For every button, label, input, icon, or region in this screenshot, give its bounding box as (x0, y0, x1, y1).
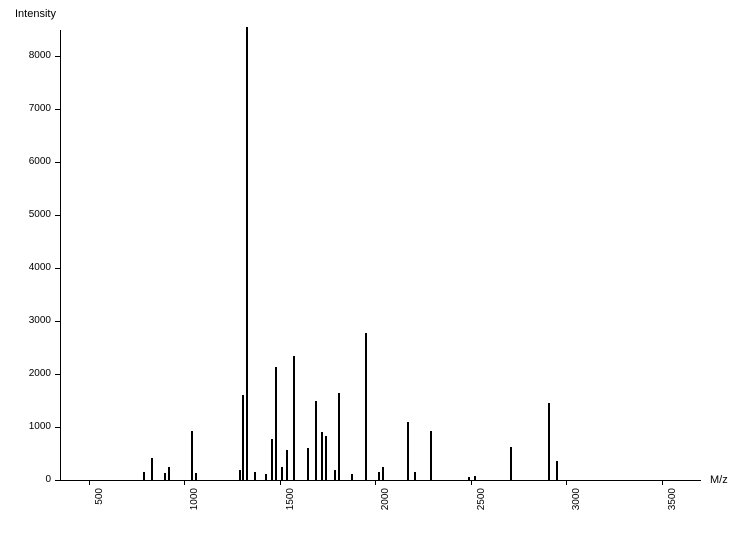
spectrum-peak (321, 432, 323, 480)
y-tick (55, 374, 60, 375)
spectrum-peak (307, 448, 309, 480)
y-tick-label: 2000 (15, 368, 51, 379)
y-tick (55, 109, 60, 110)
x-tick (184, 480, 185, 485)
y-tick (55, 480, 60, 481)
x-tick (471, 480, 472, 485)
spectrum-peak (265, 474, 267, 480)
spectrum-peak (351, 474, 353, 480)
x-tick (662, 480, 663, 485)
spectrum-peak (191, 431, 193, 480)
spectrum-peak (271, 439, 273, 480)
spectrum-peak (246, 27, 248, 480)
x-tick-label: 1500 (285, 488, 296, 523)
y-tick (55, 321, 60, 322)
x-axis-label: M/z (710, 474, 728, 486)
x-tick (566, 480, 567, 485)
spectrum-peak (293, 356, 295, 480)
x-tick-label: 1000 (189, 488, 200, 523)
spectrum-peak (414, 472, 416, 480)
spectrum-peak (281, 467, 283, 480)
y-tick (55, 56, 60, 57)
y-tick-label: 4000 (15, 262, 51, 273)
y-tick-label: 8000 (15, 50, 51, 61)
spectrum-peak (195, 473, 197, 480)
y-tick (55, 215, 60, 216)
y-tick-label: 6000 (15, 156, 51, 167)
x-tick-label: 2000 (380, 488, 391, 523)
spectrum-peak (254, 472, 256, 480)
x-tick (89, 480, 90, 485)
y-tick-label: 0 (15, 474, 51, 485)
x-tick-label: 3000 (571, 488, 582, 523)
x-tick-label: 500 (94, 488, 105, 523)
spectrum-peak (275, 367, 277, 480)
spectrum-peak (378, 472, 380, 480)
spectrum-peak (239, 470, 241, 480)
spectrum-peak (334, 470, 336, 480)
mass-spectrum-chart: Intensity M/z 0 1000 2000 3000 4000 5000 6000 7… (0, 0, 750, 540)
spectrum-peak (548, 403, 550, 480)
y-tick-label: 1000 (15, 421, 51, 432)
spectrum-peak (474, 476, 476, 480)
spectrum-peak (164, 473, 166, 480)
y-tick (55, 427, 60, 428)
spectrum-peak (315, 401, 317, 480)
plot-area (60, 30, 701, 481)
y-tick (55, 268, 60, 269)
spectrum-peak (168, 467, 170, 480)
spectrum-peak (338, 393, 340, 480)
spectrum-peak (430, 431, 432, 480)
spectrum-peak (365, 333, 367, 480)
x-tick (280, 480, 281, 485)
spectrum-peak (151, 458, 153, 480)
y-tick-label: 5000 (15, 209, 51, 220)
spectrum-peak (556, 461, 558, 480)
y-tick (55, 162, 60, 163)
x-tick-label: 3500 (667, 488, 678, 523)
spectrum-peak (510, 447, 512, 480)
spectrum-peak (407, 422, 409, 480)
x-tick (375, 480, 376, 485)
y-axis-label: Intensity (15, 8, 56, 20)
y-tick-label: 7000 (15, 103, 51, 114)
spectrum-peak (242, 395, 244, 480)
x-tick-label: 2500 (476, 488, 487, 523)
spectrum-peak (286, 450, 288, 480)
spectrum-peak (382, 467, 384, 480)
y-tick-label: 3000 (15, 315, 51, 326)
spectrum-peak (468, 477, 470, 480)
spectrum-peak (143, 472, 145, 480)
spectrum-peak (325, 436, 327, 480)
